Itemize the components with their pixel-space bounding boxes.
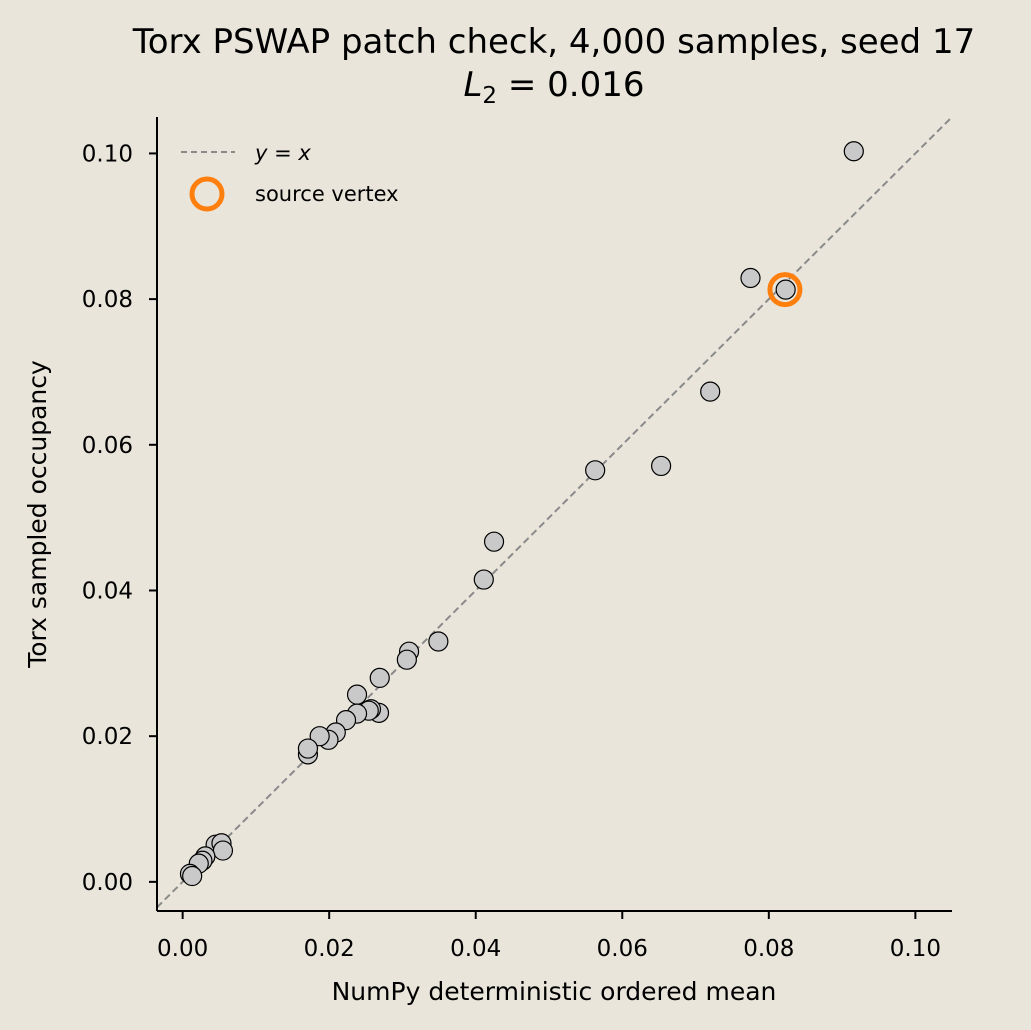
- y-axis-label: Torx sampled occupancy: [23, 360, 52, 669]
- y-tick-label: 0.00: [82, 870, 133, 896]
- data-point: [585, 460, 606, 481]
- data-point: [843, 141, 864, 162]
- points-layer: [179, 141, 864, 887]
- legend-var-x: x: [297, 141, 311, 165]
- data-point: [483, 531, 505, 552]
- x-tick-label: 0.00: [157, 936, 208, 962]
- legend-highlight-swatch: [189, 176, 225, 212]
- reference-line-y-equals-x: [156, 116, 953, 909]
- subtitle-variable: L: [463, 65, 482, 105]
- y-tick-label: 0.06: [82, 433, 133, 459]
- data-point: [297, 738, 319, 759]
- data-point: [346, 684, 368, 705]
- x-tick-label: 0.10: [890, 936, 941, 962]
- highlight-layer: [767, 272, 803, 308]
- data-point: [428, 631, 449, 652]
- data-point: [369, 667, 390, 688]
- data-point: [651, 455, 672, 477]
- x-tick-label: 0.04: [450, 936, 501, 962]
- data-point: [775, 279, 796, 300]
- data-point: [182, 865, 203, 887]
- source-vertex-marker: [767, 272, 803, 308]
- x-tick-label: 0.02: [304, 936, 355, 962]
- subtitle-value: = 0.016: [497, 65, 644, 105]
- chart-subtitle: L2 = 0.016: [463, 65, 644, 109]
- data-point: [473, 569, 494, 590]
- y-tick-label: 0.10: [82, 141, 133, 167]
- x-ticks: 0.00 0.02 0.04 0.06 0.08 0.10: [157, 911, 941, 962]
- y-tick-label: 0.08: [82, 287, 133, 313]
- chart-title: Torx PSWAP patch check, 4,000 samples, s…: [132, 22, 975, 62]
- y-tick-label: 0.04: [82, 578, 133, 604]
- y-tick-label: 0.02: [82, 724, 133, 750]
- legend-equals: =: [267, 141, 298, 165]
- axes: [156, 117, 952, 912]
- data-point: [700, 381, 721, 402]
- data-point: [212, 840, 234, 861]
- reference-line-layer: [156, 116, 953, 909]
- y-ticks: 0.00 0.02 0.04 0.06 0.08 0.10: [82, 141, 157, 896]
- x-axis-label: NumPy deterministic ordered mean: [332, 977, 777, 1006]
- legend-reference-line-label: y = x: [254, 141, 311, 165]
- subtitle-subscript: 2: [482, 83, 497, 109]
- data-point: [309, 726, 330, 747]
- legend: y = x source vertex: [181, 141, 399, 212]
- legend-highlight-label: source vertex: [255, 182, 399, 206]
- legend-var-y: y: [254, 141, 268, 165]
- data-point: [396, 649, 417, 670]
- data-point: [740, 267, 761, 289]
- x-tick-label: 0.06: [597, 936, 648, 962]
- x-tick-label: 0.08: [743, 936, 794, 962]
